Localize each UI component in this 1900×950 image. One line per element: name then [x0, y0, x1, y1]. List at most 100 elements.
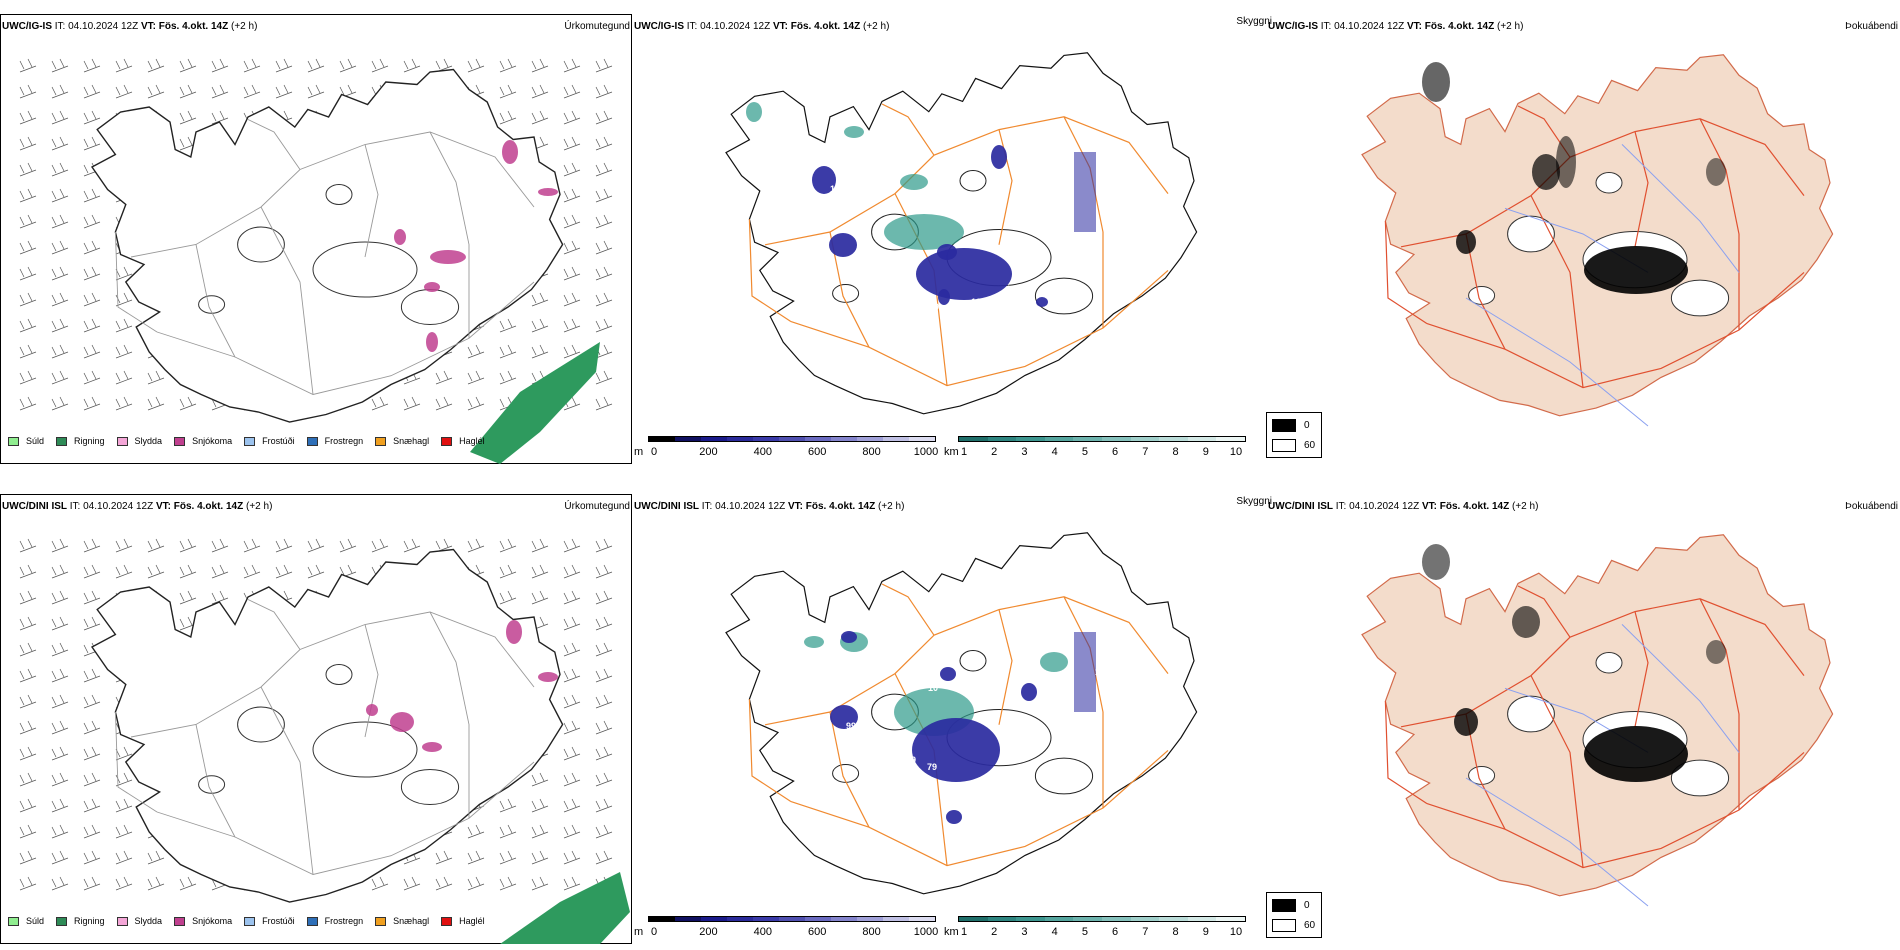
legend-item: Frostúði [244, 436, 295, 446]
init-time: 04.10.2024 12Z [715, 501, 786, 512]
road-line [881, 583, 935, 636]
wind-barb [115, 824, 133, 839]
scale-swatch [883, 437, 909, 441]
ceiling-value-label: 153 [830, 184, 845, 194]
wind-barb [147, 876, 165, 891]
legend-item: Snjókoma [174, 916, 232, 926]
vt-label: VT: [1421, 501, 1437, 512]
scale-bar [648, 916, 936, 922]
panel-header: UWC/IG-IS IT: 04.10.2024 12Z VT: Fös. 4.… [634, 21, 889, 32]
visibility-area [844, 126, 864, 138]
scale-swatch [779, 917, 805, 921]
road-line [748, 219, 792, 323]
wind-barb [595, 58, 613, 73]
panel-header: UWC/IG-IS IT: 04.10.2024 12Z VT: Fös. 4.… [1268, 21, 1523, 32]
wind-barb [51, 344, 69, 359]
road-line [260, 686, 314, 875]
scale-tick: 2 [991, 446, 998, 458]
model-name: UWC/DINI ISL [634, 501, 699, 512]
init-time: 04.10.2024 12Z [1349, 501, 1420, 512]
valid-time: Fös. 4.okt. 14Z [173, 501, 244, 512]
wind-barb [115, 538, 133, 553]
scale-tick: 200 [699, 446, 718, 458]
wind-barb [563, 720, 581, 735]
legend-label: Slydda [134, 436, 163, 446]
scale-swatch [987, 437, 1017, 441]
cloud-ceiling-area [812, 166, 836, 194]
cloud-ceiling-area [937, 244, 957, 260]
fog-legend-item: 0 [1272, 419, 1310, 432]
wind-barb [595, 850, 613, 865]
wind-barb [595, 616, 613, 631]
wind-barb [499, 110, 517, 125]
road-line [1634, 611, 1649, 727]
fog-legend-item: 60 [1272, 919, 1315, 932]
scale-swatch [959, 437, 988, 441]
wind-barb [563, 668, 581, 683]
scale-tick: 10 [1229, 926, 1243, 938]
wind-barb [563, 616, 581, 631]
wind-barb [115, 58, 133, 73]
cloud-ceiling-area [916, 248, 1012, 300]
wind-barb [499, 876, 517, 891]
road-line [1465, 233, 1506, 350]
lead-time: (+2 h) [231, 21, 258, 32]
fog-map [1361, 534, 1834, 907]
scale-swatch [727, 917, 753, 921]
wind-barb [499, 850, 517, 865]
it-label: IT: [701, 501, 713, 512]
wind-barb [467, 58, 485, 73]
legend-swatch [56, 436, 68, 446]
road-line [364, 624, 379, 738]
it-label: IT: [54, 21, 66, 32]
legend-swatch [244, 436, 256, 446]
vt-label: VT: [1406, 21, 1422, 32]
valid-time: Fös. 4.okt. 14Z [1439, 501, 1510, 512]
fog-area [1584, 246, 1688, 294]
panel-header: UWC/DINI ISL IT: 04.10.2024 12Z VT: Fös.… [634, 501, 904, 512]
wind-barb [595, 188, 613, 203]
wind-barb [563, 136, 581, 151]
ceiling-value-label: 10 [1095, 667, 1105, 677]
fog-legend: 0 60 [1266, 892, 1322, 938]
it-label: IT: [1335, 501, 1347, 512]
visibility-area [804, 636, 824, 648]
legend-label: Snjókoma [192, 916, 233, 926]
legend-item: Slydda [116, 916, 162, 926]
it-label: IT: [1320, 21, 1332, 32]
wind-barb [595, 642, 613, 657]
wind-barb [51, 694, 69, 709]
scale-tick: 4 [1051, 926, 1058, 938]
ceiling-scale: m 0 200 400 600 800 1000 [634, 916, 939, 940]
wind-barb [179, 876, 197, 891]
wind-barb [595, 292, 613, 307]
legend-item: Rigning [56, 916, 105, 926]
wind-barb [563, 694, 581, 709]
scale-swatch [753, 437, 779, 441]
wind-barb [275, 84, 293, 99]
fog-legend-item: 0 [1272, 899, 1310, 912]
iceland-coastline [90, 548, 564, 903]
wind-barb [51, 824, 69, 839]
wind-barb [211, 58, 229, 73]
visibility-panel: UWC/DINI ISL IT: 04.10.2024 12Z VT: Fös.… [634, 492, 1272, 944]
wind-barb [115, 292, 133, 307]
wind-barb [83, 318, 101, 333]
wind-barb [115, 564, 133, 579]
wind-barb [595, 396, 613, 411]
fog-legend-label: 60 [1304, 920, 1316, 931]
wind-barb [115, 370, 133, 385]
scale-tick: 6 [1112, 926, 1119, 938]
cloud-ceiling-area [1074, 152, 1096, 232]
wind-barb [307, 58, 325, 73]
wind-barb [595, 318, 613, 333]
iceland-land [1361, 54, 1834, 417]
wind-barb [595, 214, 613, 229]
ceiling-value-label: 60 [989, 346, 999, 356]
ceiling-value-label: 105 [971, 297, 986, 307]
wind-barb [563, 824, 581, 839]
fog-legend-label: 0 [1304, 420, 1310, 431]
vt-label: VT: [787, 501, 803, 512]
lead-time: (+2 h) [878, 501, 905, 512]
cloud-ceiling-area [1036, 297, 1048, 307]
